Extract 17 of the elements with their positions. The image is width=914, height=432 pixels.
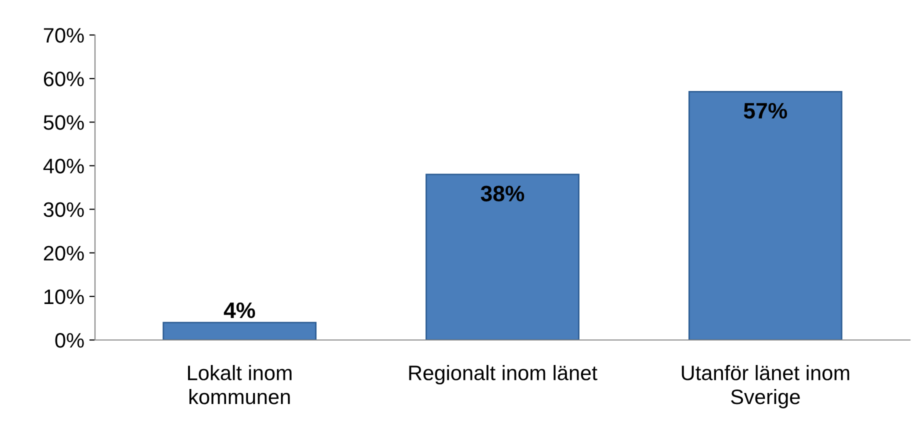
y-tick-label: 40% [43,158,84,174]
y-tick-label: 50% [44,115,84,130]
y-tick-label: 20% [44,246,84,261]
data-label: 38% [480,186,524,202]
bar [688,90,842,340]
bar [426,174,580,340]
x-tick-label: Lokalt inom kommunen [188,365,292,404]
x-tick-label: Utanför länet inom Sverige [682,365,850,408]
data-label: 4% [224,302,256,318]
y-tick-label: 10% [44,289,84,304]
y-tick-label: 0% [55,333,84,348]
bar [162,322,317,340]
data-label: 57% [744,102,788,119]
y-tick-label: 70% [44,28,84,43]
y-tick-label: 30% [44,202,84,218]
x-tick-label: Regionalt inom länet [409,365,598,384]
y-tick-label: 60% [44,72,84,86]
